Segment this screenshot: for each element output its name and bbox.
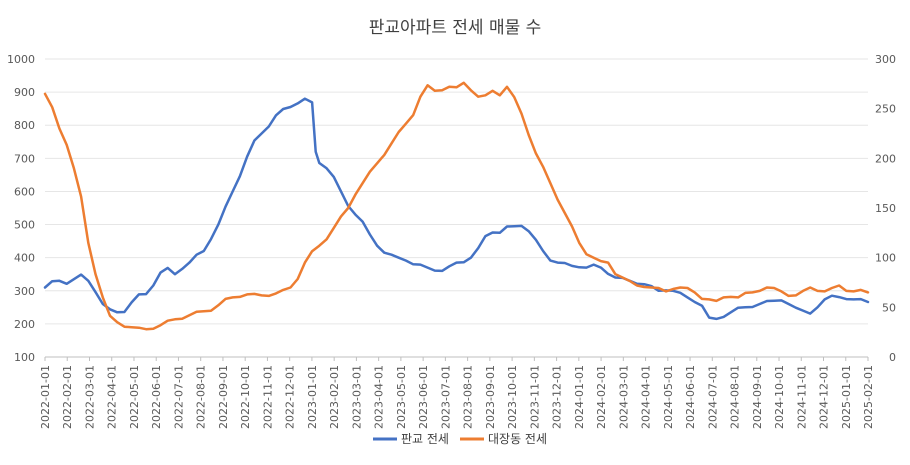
series-line-daejang <box>43 81 870 331</box>
legend: 판교 전세 대장동 전세 <box>373 432 547 446</box>
legend-label: 판교 전세 <box>401 432 449 446</box>
x-tick-label: 2024-04-01 <box>640 365 653 429</box>
x-tick-label: 2023-09-01 <box>484 365 497 429</box>
chart-title: 판교아파트 전세 매물 수 <box>369 18 542 38</box>
y-left-tick-label: 200 <box>14 318 35 331</box>
x-tick-label: 2023-01-01 <box>306 365 319 429</box>
legend-label: 대장동 전세 <box>488 432 547 446</box>
x-tick-label: 2022-08-01 <box>195 365 208 429</box>
x-tick-label: 2023-04-01 <box>373 365 386 429</box>
series-line-pangyo <box>43 97 870 321</box>
x-tick-label: 2024-12-01 <box>818 365 831 429</box>
y-left-tick-label: 700 <box>14 152 35 165</box>
x-tick-label: 2022-02-01 <box>61 365 74 429</box>
x-tick-label: 2025-01-01 <box>840 365 853 429</box>
x-tick-label: 2023-08-01 <box>462 365 475 429</box>
y-left-tick-label: 400 <box>14 252 35 265</box>
x-tick-label: 2024-07-01 <box>706 365 719 429</box>
y-right-tick-label: 100 <box>875 252 896 265</box>
x-tick-label: 2024-06-01 <box>684 365 697 429</box>
y-left-tick-label: 800 <box>14 119 35 132</box>
y-right-tick-label: 300 <box>875 53 896 66</box>
x-tick-label: 2023-07-01 <box>439 365 452 429</box>
x-tick-label: 2022-11-01 <box>261 365 274 429</box>
x-tick-label: 2025-02-01 <box>862 365 875 429</box>
x-tick-label: 2024-08-01 <box>729 365 742 429</box>
y-left-tick-label: 100 <box>14 351 35 364</box>
x-tick-label: 2024-09-01 <box>751 365 764 429</box>
y-left-tick-label: 900 <box>14 86 35 99</box>
y-right-tick-label: 200 <box>875 152 896 165</box>
x-tick-label: 2022-05-01 <box>128 365 141 429</box>
y-left-tick-label: 500 <box>14 219 35 232</box>
x-tick-label: 2022-06-01 <box>150 365 163 429</box>
x-tick-label: 2023-11-01 <box>528 365 541 429</box>
x-tick-label: 2023-03-01 <box>350 365 363 429</box>
x-tick-label: 2024-11-01 <box>795 365 808 429</box>
x-tick-label: 2022-12-01 <box>284 365 297 429</box>
y-left-tick-label: 600 <box>14 185 35 198</box>
x-tick-label: 2022-10-01 <box>239 365 252 429</box>
x-tick-label: 2022-07-01 <box>172 365 185 429</box>
y-right-tick-label: 50 <box>882 301 896 314</box>
x-tick-label: 2023-12-01 <box>551 365 564 429</box>
y-right-tick-label: 0 <box>889 351 896 364</box>
x-tick-label: 2023-05-01 <box>395 365 408 429</box>
x-tick-label: 2024-10-01 <box>773 365 786 429</box>
x-tick-label: 2022-03-01 <box>83 365 96 429</box>
x-tick-label: 2023-02-01 <box>328 365 341 429</box>
y-left-tick-label: 1000 <box>7 53 35 66</box>
x-tick-label: 2024-02-01 <box>595 365 608 429</box>
x-tick-label: 2024-03-01 <box>617 365 630 429</box>
x-tick-label: 2024-05-01 <box>662 365 675 429</box>
y-left-tick-label: 300 <box>14 285 35 298</box>
x-tick-label: 2024-01-01 <box>573 365 586 429</box>
x-tick-label: 2023-06-01 <box>417 365 430 429</box>
x-tick-label: 2022-01-01 <box>39 365 52 429</box>
x-tick-label: 2022-04-01 <box>106 365 119 429</box>
y-right-tick-label: 250 <box>875 103 896 116</box>
x-tick-label: 2022-09-01 <box>217 365 230 429</box>
x-tick-label: 2023-10-01 <box>506 365 519 429</box>
y-right-tick-label: 150 <box>875 202 896 215</box>
